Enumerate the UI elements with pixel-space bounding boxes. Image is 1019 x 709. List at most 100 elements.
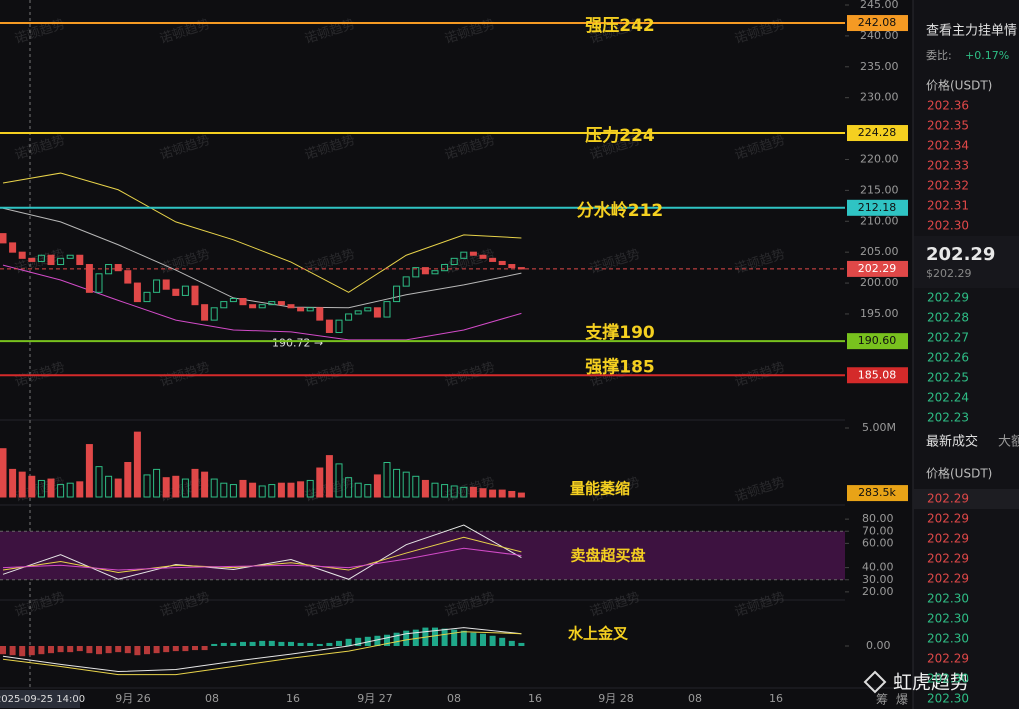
candle (498, 260, 506, 266)
tool-button[interactable]: 筹 (876, 693, 888, 707)
y-tick-label: 235.00 (860, 60, 899, 73)
volume-bar (133, 431, 141, 498)
candle (162, 279, 170, 290)
candle (479, 254, 487, 259)
candle (508, 264, 516, 269)
crosshair-time-box (0, 690, 80, 708)
candle (364, 307, 372, 312)
candle (489, 257, 497, 262)
y-tick-label: 5.00M (862, 421, 896, 434)
volume-bar (66, 482, 74, 498)
candle (133, 282, 141, 303)
candle (143, 291, 151, 303)
tool-button[interactable]: 爆 (896, 693, 908, 707)
candle (201, 304, 209, 321)
y-tick-label: 240.00 (860, 29, 899, 42)
volume-bar (479, 488, 487, 498)
bid-price: 202.27 (927, 331, 969, 345)
volume-bar (508, 490, 516, 498)
macd-bar (374, 635, 381, 646)
candle (181, 285, 189, 296)
volume-bar (450, 485, 458, 498)
y-tick-label: 195.00 (860, 307, 899, 320)
volume-bar (287, 482, 295, 498)
candle (258, 304, 266, 309)
y-tick-label: 30.00 (862, 573, 894, 586)
volume-bar (258, 485, 266, 498)
macd-bar (96, 646, 102, 655)
macd-bar (307, 642, 314, 646)
volume-bar (201, 471, 209, 498)
macd-bar (105, 646, 112, 654)
candle (85, 264, 93, 293)
candle (220, 301, 228, 309)
candle (57, 257, 65, 266)
macd-bar (220, 642, 227, 646)
trade-price: 202.30 (927, 592, 969, 606)
volume-bar (373, 474, 381, 498)
macd-bar (336, 640, 342, 646)
volume-bar (28, 475, 36, 498)
macd-line (2, 631, 522, 676)
ratio-value: +0.17% (965, 49, 1009, 62)
candle (306, 307, 314, 312)
bid-price: 202.26 (927, 351, 969, 365)
volume-bar (124, 462, 132, 498)
macd-bar (384, 634, 390, 646)
level-label: 强压242 (585, 16, 655, 36)
candle (66, 254, 74, 259)
volume-bar (114, 478, 122, 498)
macd-bar (499, 637, 506, 646)
y-tick-label: 220.00 (860, 152, 899, 165)
volume-bar (143, 474, 151, 498)
ask-price: 202.31 (927, 199, 969, 213)
side-content: 查看主力挂单情 委比: +0.17% 价格(USDT) 202.29 $202.… (914, 23, 1019, 509)
volume-bar (239, 479, 247, 498)
tab[interactable]: 大额 (998, 435, 1019, 450)
volume-bar (489, 489, 497, 498)
macd-bar (268, 640, 275, 646)
ratio-label: 委比: (926, 49, 952, 62)
trade-price: 202.29 (927, 572, 969, 586)
trade-highlight (914, 489, 1019, 509)
candle (373, 307, 381, 318)
candle (431, 270, 439, 275)
candle (460, 251, 468, 259)
volume-bar (172, 475, 180, 498)
volume-bar (18, 471, 26, 498)
volume-bar (393, 468, 401, 498)
macd-bar (172, 646, 179, 652)
macd-bar (57, 646, 64, 653)
rsi-line (2, 536, 522, 573)
volume-last: 283.5k (858, 486, 896, 499)
macd-bar (403, 630, 410, 646)
candle (210, 307, 218, 321)
level-price: 190.60 (858, 334, 897, 347)
volume-bar (9, 468, 17, 498)
x-tick-label: 9月 26 (115, 692, 151, 705)
volume-last-box (847, 485, 908, 502)
bid-price: 202.23 (927, 411, 969, 425)
volume-bar (383, 462, 391, 498)
tab[interactable]: 最新成交 (926, 434, 978, 450)
candle (124, 270, 132, 284)
macd-bar (115, 646, 122, 653)
rsi-line (2, 547, 522, 571)
macd-annotation: 水上金叉 (568, 625, 629, 643)
candle (268, 301, 276, 306)
candle (229, 298, 237, 303)
volume-bar (162, 477, 170, 498)
macd-bar (355, 637, 362, 646)
candle (297, 307, 305, 312)
volume-bar (364, 484, 372, 498)
volume-bar (402, 471, 410, 498)
macd-bar (393, 632, 400, 646)
volume-bar (268, 484, 276, 498)
candle (249, 304, 257, 309)
macd-bar (134, 646, 141, 656)
panel-title[interactable]: 查看主力挂单情 (926, 23, 1017, 39)
volume-bar (469, 486, 477, 498)
volume-bar (181, 478, 189, 498)
